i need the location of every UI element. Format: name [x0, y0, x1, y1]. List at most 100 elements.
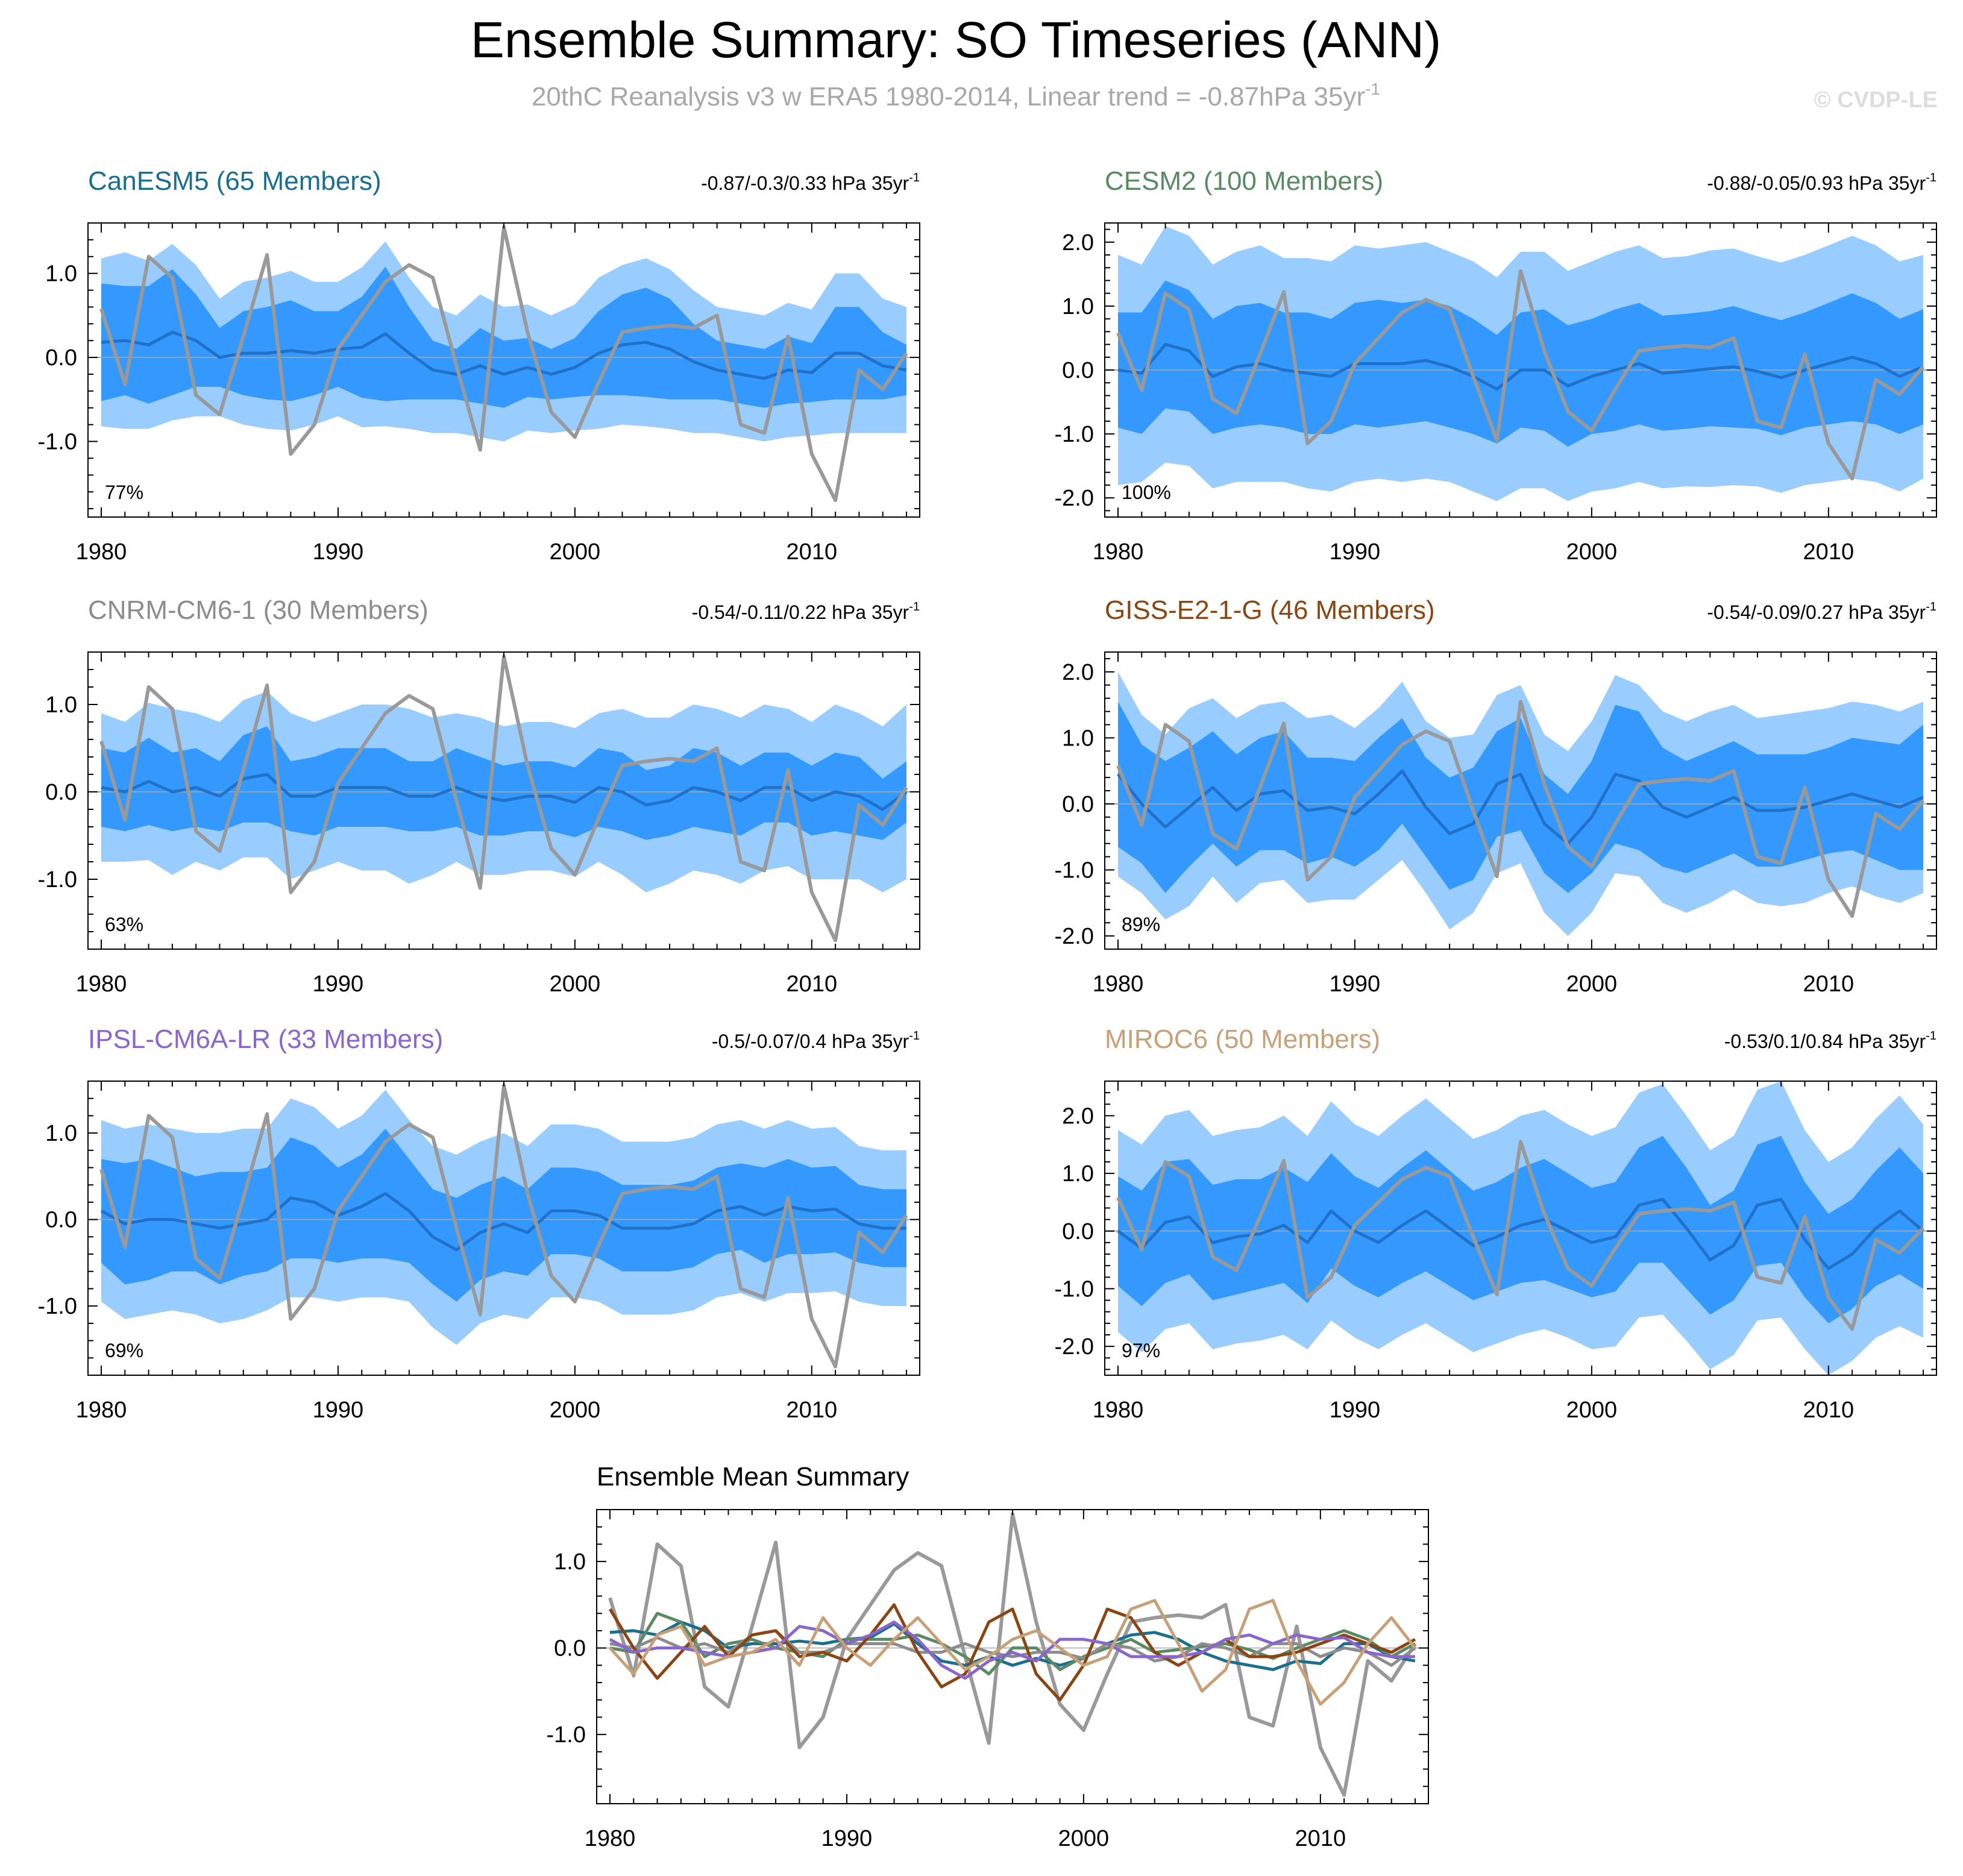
panel-xtick-label: 1990 — [1330, 1398, 1381, 1423]
panels-group: -1.0 0.0 1.0 1980 1990 2000 2010 CanESM5 (65 Me… — [38, 166, 1937, 1423]
panel-ytick-label: -2.0 — [1055, 1334, 1094, 1360]
panel-title: MIROC6 (50 Members) — [1105, 1024, 1380, 1054]
panel-percent-label: 97% — [1122, 1340, 1160, 1361]
panel-ytick-label: 1.0 — [45, 262, 77, 287]
trend-text: -0.53/0.1/0.84 hPa 35yr — [1724, 1031, 1926, 1052]
panel-trend-label: -0.53/0.1/0.84 hPa 35yr-1 — [1724, 1029, 1936, 1052]
trend-exponent: -1 — [909, 1029, 920, 1043]
panel-ytick-label: 1.0 — [1062, 1161, 1094, 1187]
summary-xtick-label: 2010 — [1295, 1826, 1346, 1851]
ensemble-mean-summary: -1.0 0.0 1.0 1980 1990 2000 2010 Ensemble Mean … — [547, 1462, 1429, 1851]
panel-title: CNRM-CM6-1 (30 Members) — [88, 595, 429, 625]
panel-xtick-label: 2000 — [550, 1398, 601, 1423]
panel-percent-label: 69% — [105, 1340, 143, 1361]
inner-band — [101, 266, 906, 408]
panel-xtick-label: 1990 — [1330, 971, 1381, 997]
panel-trend-label: -0.54/-0.11/0.22 hPa 35yr-1 — [692, 600, 920, 623]
figure-subtitle: 20thC Reanalysis v3 w ERA5 1980-2014, Li… — [532, 80, 1380, 111]
subtitle-exponent: -1 — [1365, 80, 1380, 98]
panel-ytick-label: 1.0 — [1062, 726, 1094, 751]
panel-xtick-label: 2000 — [550, 971, 601, 997]
ensemble-mean-line — [1117, 769, 1924, 845]
trend-text: -0.87/-0.3/0.33 hPa 35yr — [701, 172, 909, 194]
summary-ytick-label: 0.0 — [554, 1636, 586, 1661]
summary-mean-line-miroc6 — [609, 1599, 1416, 1706]
observed-line — [1116, 700, 1925, 918]
trend-text: -0.54/-0.09/0.27 hPa 35yr — [1707, 601, 1926, 623]
summary-ytick-label: -1.0 — [547, 1722, 586, 1748]
trend-text: -0.54/-0.11/0.22 hPa 35yr — [692, 601, 909, 623]
panel-ytick-label: 0.0 — [45, 780, 77, 805]
trend-exponent: -1 — [1926, 171, 1936, 184]
trend-exponent: -1 — [909, 171, 920, 184]
panel-xtick-label: 2000 — [550, 539, 601, 565]
panel-xtick-label: 2010 — [787, 1398, 838, 1423]
panel-xtick-label: 2010 — [787, 539, 838, 565]
panel-title: CanESM5 (65 Members) — [88, 166, 382, 196]
summary-xtick-label: 1980 — [585, 1826, 636, 1851]
panel-cesm2: -2.0 -1.0 0.0 1.0 2.0 1980 1990 2000 2010 CESM2 (… — [1055, 166, 1937, 565]
trend-text: -0.5/-0.07/0.4 hPa 35yr — [712, 1031, 909, 1052]
observed-line — [1116, 269, 1925, 481]
trend-exponent: -1 — [1926, 1029, 1936, 1043]
panel-xtick-label: 1990 — [313, 1398, 364, 1423]
panel-ytick-label: 1.0 — [1062, 294, 1094, 319]
panel-ytick-label: 0.0 — [45, 1208, 77, 1233]
panel-trend-label: -0.88/-0.05/0.93 hPa 35yr-1 — [1707, 171, 1936, 194]
trend-exponent: -1 — [1926, 600, 1936, 613]
panel-canesm5: -1.0 0.0 1.0 1980 1990 2000 2010 CanESM5 (65 Me… — [38, 166, 920, 565]
summary-xtick-label: 1990 — [821, 1826, 873, 1851]
panel-xtick-label: 1990 — [313, 539, 364, 565]
figure-title: Ensemble Summary: SO Timeseries (ANN) — [471, 11, 1441, 68]
panel-ytick-label: 0.0 — [1062, 1219, 1094, 1244]
summary-xtick-label: 2000 — [1058, 1826, 1110, 1851]
panel-ytick-label: 0.0 — [45, 345, 77, 371]
trend-text: -0.88/-0.05/0.93 hPa 35yr — [1707, 172, 1926, 194]
panel-ytick-label: 0.0 — [1062, 792, 1094, 817]
subtitle-text: 20thC Reanalysis v3 w ERA5 1980-2014, Li… — [532, 82, 1365, 111]
panel-cnrm-cm6-1: -1.0 0.0 1.0 1980 1990 2000 2010 CNRM-CM6-1 (30… — [38, 595, 920, 997]
panel-ytick-label: -1.0 — [38, 1294, 77, 1319]
trend-exponent: -1 — [909, 600, 920, 613]
panel-ipsl-cm6a-lr: -1.0 0.0 1.0 1980 1990 2000 2010 IPSL-CM6A-LR (… — [38, 1024, 920, 1423]
panel-percent-label: 77% — [105, 482, 143, 503]
inner-band — [1118, 701, 1923, 893]
panel-ytick-label: -1.0 — [38, 867, 77, 893]
panel-xtick-label: 2000 — [1566, 539, 1618, 565]
summary-mean-line-canesm5 — [609, 1620, 1416, 1671]
panel-ytick-label: 2.0 — [1062, 660, 1094, 685]
inner-band — [101, 1128, 906, 1302]
panel-xtick-label: 1980 — [1093, 1398, 1144, 1423]
panel-ytick-label: -2.0 — [1055, 486, 1094, 511]
panel-xtick-label: 1980 — [76, 1398, 127, 1423]
panel-ytick-label: 1.0 — [45, 692, 77, 718]
panel-miroc6: -2.0 -1.0 0.0 1.0 2.0 1980 1990 2000 2010 MIROC6 … — [1055, 1024, 1937, 1423]
panel-xtick-label: 2000 — [1566, 971, 1618, 997]
panel-ytick-label: 1.0 — [45, 1121, 77, 1146]
panel-ytick-label: -2.0 — [1055, 924, 1094, 949]
ensemble-mean-line — [1117, 343, 1924, 391]
inner-band — [1118, 280, 1923, 447]
panel-xtick-label: 1980 — [1093, 539, 1144, 565]
panel-trend-label: -0.87/-0.3/0.33 hPa 35yr-1 — [701, 171, 920, 194]
panel-xtick-label: 1980 — [76, 971, 127, 997]
panel-ytick-label: -1.0 — [1055, 858, 1094, 883]
panel-title: GISS-E2-1-G (46 Members) — [1105, 595, 1435, 625]
panel-percent-label: 89% — [1122, 914, 1160, 935]
observed-line — [1116, 1140, 1925, 1331]
panel-ytick-label: 0.0 — [1062, 358, 1094, 383]
panel-xtick-label: 2010 — [787, 971, 838, 997]
panel-trend-label: -0.54/-0.09/0.27 hPa 35yr-1 — [1707, 600, 1936, 623]
panel-xtick-label: 2010 — [1803, 971, 1855, 997]
panel-xtick-label: 1990 — [313, 971, 364, 997]
panel-giss-e2-1-g: -2.0 -1.0 0.0 1.0 2.0 1980 1990 2000 2010 GISS-E2… — [1055, 595, 1937, 997]
ensemble-mean-line — [101, 330, 907, 380]
panel-ytick-label: -1.0 — [1055, 422, 1094, 447]
panel-percent-label: 63% — [105, 914, 143, 935]
summary-mean-line-giss-e2-1-g — [608, 1603, 1416, 1702]
inner-band — [1118, 1135, 1923, 1323]
panel-title: CESM2 (100 Members) — [1105, 166, 1383, 196]
panel-ytick-label: 2.0 — [1062, 1103, 1094, 1129]
panel-percent-label: 100% — [1122, 482, 1171, 503]
panel-trend-label: -0.5/-0.07/0.4 hPa 35yr-1 — [712, 1029, 920, 1052]
